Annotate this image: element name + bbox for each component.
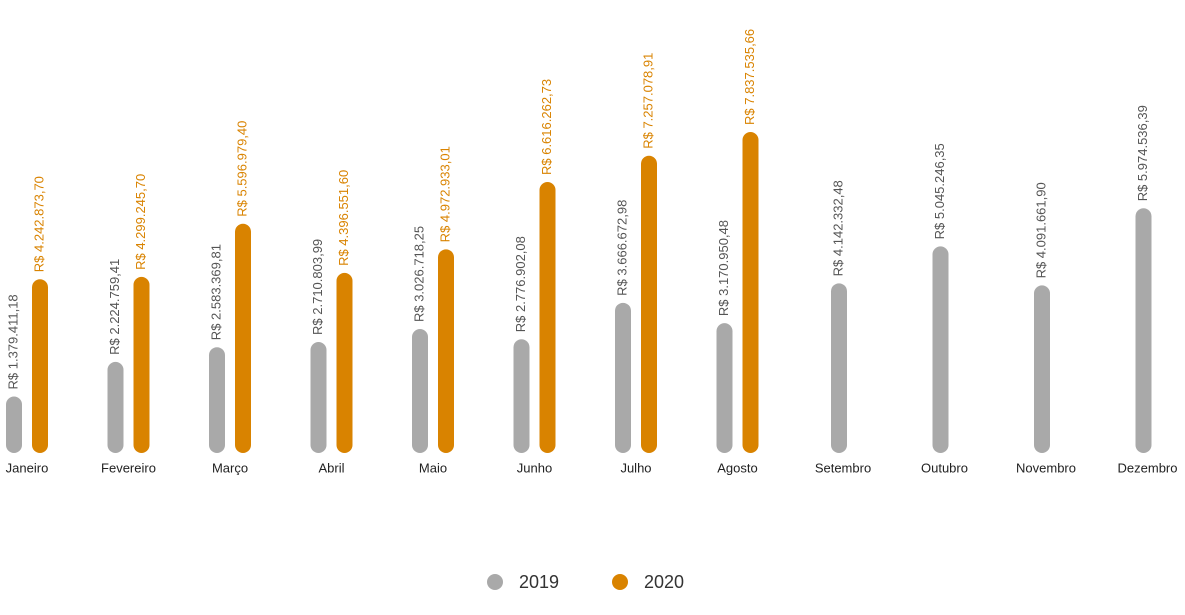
x-tick-label: Julho bbox=[620, 460, 651, 475]
x-tick-label: Novembro bbox=[1016, 460, 1076, 475]
value-label: R$ 2.224.759,41 bbox=[107, 259, 122, 355]
value-label: R$ 3.666.672,98 bbox=[614, 200, 629, 296]
bar bbox=[831, 283, 847, 453]
x-tick-label: Junho bbox=[517, 460, 552, 475]
bar bbox=[641, 155, 657, 453]
value-label: R$ 4.091.661,90 bbox=[1033, 182, 1048, 278]
value-label: R$ 1.379.411,18 bbox=[5, 294, 20, 389]
bar bbox=[539, 182, 556, 453]
bar bbox=[209, 347, 225, 453]
value-label: R$ 7.257.078,91 bbox=[640, 53, 655, 149]
x-tick-label: Outubro bbox=[921, 460, 968, 475]
bar bbox=[107, 361, 124, 453]
value-label: R$ 4.242.873,70 bbox=[31, 176, 46, 272]
bar bbox=[235, 223, 251, 453]
value-label: R$ 6.616.262,73 bbox=[539, 79, 554, 175]
value-label: R$ 4.972.933,01 bbox=[437, 146, 452, 242]
bar bbox=[615, 302, 631, 453]
legend-marker bbox=[487, 574, 503, 590]
bar bbox=[336, 272, 353, 453]
x-tick-label: Agosto bbox=[717, 460, 757, 475]
legend-label: 2020 bbox=[644, 572, 684, 592]
bar bbox=[438, 249, 454, 453]
bar bbox=[1135, 208, 1152, 453]
value-label: R$ 4.396.551,60 bbox=[336, 170, 351, 266]
x-tick-label: Abril bbox=[318, 460, 344, 475]
bar bbox=[32, 279, 48, 453]
bar bbox=[716, 323, 733, 453]
value-label: R$ 3.026.718,25 bbox=[411, 226, 426, 322]
bar bbox=[742, 132, 759, 453]
bar bbox=[513, 339, 530, 453]
value-label: R$ 2.583.369,81 bbox=[208, 244, 223, 340]
value-label: R$ 4.299.245,70 bbox=[133, 174, 148, 270]
x-tick-label: Setembro bbox=[815, 460, 871, 475]
x-tick-label: Fevereiro bbox=[101, 460, 156, 475]
x-tick-label: Janeiro bbox=[6, 460, 49, 475]
legend-label: 2019 bbox=[519, 572, 559, 592]
bar bbox=[133, 276, 150, 453]
x-tick-label: Maio bbox=[419, 460, 447, 475]
x-tick-label: Março bbox=[212, 460, 248, 475]
value-label: R$ 2.710.803,99 bbox=[310, 239, 325, 335]
value-label: R$ 7.837.535,66 bbox=[742, 29, 757, 125]
value-label: R$ 3.170.950,48 bbox=[716, 220, 731, 316]
value-label: R$ 2.776.902,08 bbox=[513, 236, 528, 332]
value-label: R$ 5.974.536,39 bbox=[1135, 105, 1150, 201]
bar bbox=[310, 341, 327, 453]
bar bbox=[932, 246, 949, 453]
value-label: R$ 5.045.246,35 bbox=[932, 143, 947, 239]
value-label: R$ 4.142.332,48 bbox=[830, 180, 845, 276]
bar bbox=[1034, 285, 1050, 453]
legend-marker bbox=[612, 574, 628, 590]
bar bbox=[6, 396, 22, 453]
x-tick-label: Dezembro bbox=[1118, 460, 1178, 475]
bar bbox=[412, 329, 428, 453]
value-label: R$ 5.596.979,40 bbox=[234, 121, 249, 217]
